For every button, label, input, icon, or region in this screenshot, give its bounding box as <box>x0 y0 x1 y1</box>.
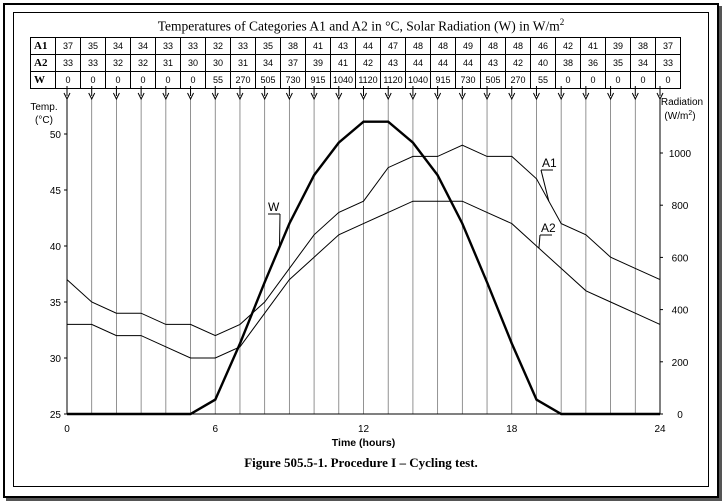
figure-caption: Figure 505.5-1. Procedure I – Cycling te… <box>244 455 478 470</box>
arrow-head-icon <box>162 92 170 101</box>
label-leader-line <box>538 234 541 249</box>
left-axis-label-line2: (°C) <box>35 115 53 126</box>
series-line-w <box>67 120 660 416</box>
left-tick-label: 35 <box>50 298 62 309</box>
right-tick-label: 600 <box>672 253 689 264</box>
right-tick-label: 1000 <box>669 149 692 160</box>
arrow-head-icon <box>360 92 367 101</box>
arrow-head-icon <box>508 92 516 101</box>
left-tick-label: 25 <box>50 410 62 421</box>
right-axis-label-close: ) <box>692 111 695 122</box>
arrow-head-icon <box>533 92 540 101</box>
series-label-a1: A1 <box>542 156 557 170</box>
arrow-head-icon <box>137 92 145 101</box>
x-tick-label: 18 <box>506 424 518 435</box>
arrow-head-icon <box>285 92 293 101</box>
series-label-a2: A2 <box>541 221 556 235</box>
left-tick-label: 30 <box>50 354 62 365</box>
right-axis-label-sup: 2 <box>688 110 692 117</box>
chart-title: Temperatures of Categories A1 and A2 in … <box>0 17 722 35</box>
table-cell: 1120 <box>380 71 406 89</box>
table-cell: 0 <box>130 71 156 89</box>
label-leader-line <box>278 213 281 247</box>
label-leader-line <box>540 169 550 202</box>
x-tick-label: 0 <box>64 424 70 435</box>
table-cell: 0 <box>180 71 206 89</box>
data-table: A1 37 35 34 34 33 33 32 33 35 38 41 43 44 47 48 48 49 48 48… <box>30 37 681 89</box>
right-axis-label-line2: (W/m2) <box>664 110 695 122</box>
series-line-a2 <box>67 200 661 359</box>
hour-arrows <box>63 86 664 101</box>
arrow-head-icon <box>211 92 219 101</box>
x-tick-label: 12 <box>358 424 370 435</box>
arrow-head-icon <box>434 92 442 101</box>
arrow-head-icon <box>112 92 120 101</box>
arrow-head-icon <box>631 92 639 101</box>
arrow-head-icon <box>409 92 417 101</box>
left-tick-label: 45 <box>50 186 62 197</box>
x-tick-label: 24 <box>654 424 666 435</box>
inner-frame <box>13 12 709 487</box>
arrow-head-icon <box>187 92 194 101</box>
table-cell: 1040 <box>330 71 356 89</box>
tick-labels: 25 30 35 40 45 50 0 200 400 600 800 1000 0 6 12 18 24 Tem… <box>30 97 703 449</box>
table-row-a2: A2 33 33 32 32 31 30 30 31 34 37 39 41 42 43 44 44 44 43 42… <box>30 54 681 72</box>
series-lines <box>66 120 661 416</box>
right-tick-label: 200 <box>672 358 689 369</box>
table-row-w: W 0 0 0 0 0 0 55 270 505 730 915 1040 1120 1120 1040 915… <box>30 71 681 89</box>
arrow-head-icon <box>88 92 96 101</box>
left-axis-label-line1: Temp. <box>30 102 57 113</box>
row-label: W <box>30 71 56 89</box>
right-tick-label: 0 <box>677 410 683 421</box>
outer-frame <box>3 3 719 498</box>
right-axis-label-line1: Radiation <box>661 97 703 108</box>
arrow-head-icon <box>335 92 343 101</box>
right-tick-label: 800 <box>672 201 689 212</box>
left-tick-label: 50 <box>50 130 62 141</box>
grid <box>91 98 636 414</box>
arrow-head-icon <box>607 92 615 101</box>
arrow-head-icon <box>582 92 590 101</box>
title-superscript: 2 <box>559 17 565 27</box>
arrow-head-icon <box>310 92 318 101</box>
series-label-w: W <box>268 200 280 214</box>
series-line-a1 <box>66 144 661 337</box>
x-axis-label: Time (hours) <box>332 437 395 449</box>
table-row-a1: A1 37 35 34 34 33 33 32 33 35 38 41 43 44 47 48 48 49 48 48… <box>30 37 681 55</box>
arrow-head-icon <box>483 92 491 101</box>
right-tick-label: 400 <box>672 306 689 317</box>
arrow-head-icon <box>236 92 244 101</box>
table-cell: 0 <box>155 71 181 89</box>
x-tick-label: 6 <box>212 424 218 435</box>
table-cell: 505 <box>480 71 506 89</box>
arrow-head-icon <box>557 92 565 101</box>
arrow-head-icon <box>458 92 466 101</box>
table-cell: 0 <box>655 71 681 89</box>
left-tick-label: 40 <box>50 242 62 253</box>
title-text: Temperatures of Categories A1 and A2 in … <box>157 18 560 34</box>
arrow-head-icon <box>261 92 269 101</box>
arrow-head-icon <box>384 92 392 101</box>
series-labels: A1 A2 W <box>268 156 557 249</box>
